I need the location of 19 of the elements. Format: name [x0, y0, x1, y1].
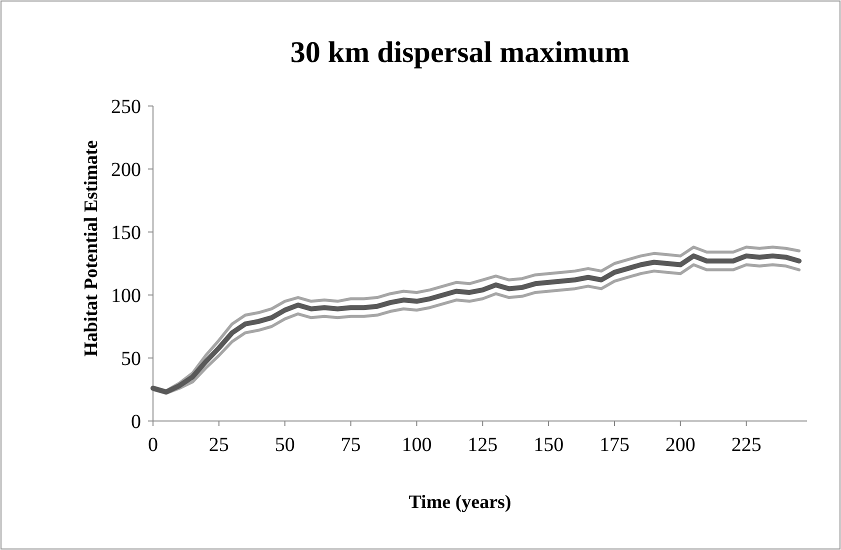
- chart-title: 30 km dispersal maximum: [290, 36, 630, 69]
- x-tick-label: 175: [599, 434, 630, 456]
- x-tick-label: 50: [274, 434, 295, 456]
- x-tick-label: 200: [665, 434, 696, 456]
- x-axis-title: Time (years): [408, 492, 512, 513]
- x-tick-label: 100: [402, 434, 432, 456]
- x-tick-label: 0: [148, 434, 158, 456]
- y-tick-label: 150: [111, 222, 141, 244]
- x-tick-label: 150: [534, 434, 564, 456]
- x-tick-label: 225: [731, 434, 762, 456]
- x-tick-label: 25: [208, 434, 229, 456]
- y-tick-label: 0: [131, 411, 141, 433]
- y-tick-label: 100: [111, 285, 141, 307]
- y-axis-title: Habitat Potential Estimate: [81, 140, 102, 357]
- y-tick-label: 250: [111, 96, 141, 118]
- y-tick-label: 200: [111, 159, 141, 181]
- y-tick-label: 50: [121, 348, 141, 370]
- x-tick-label: 75: [340, 434, 361, 456]
- x-tick-label: 125: [468, 434, 498, 456]
